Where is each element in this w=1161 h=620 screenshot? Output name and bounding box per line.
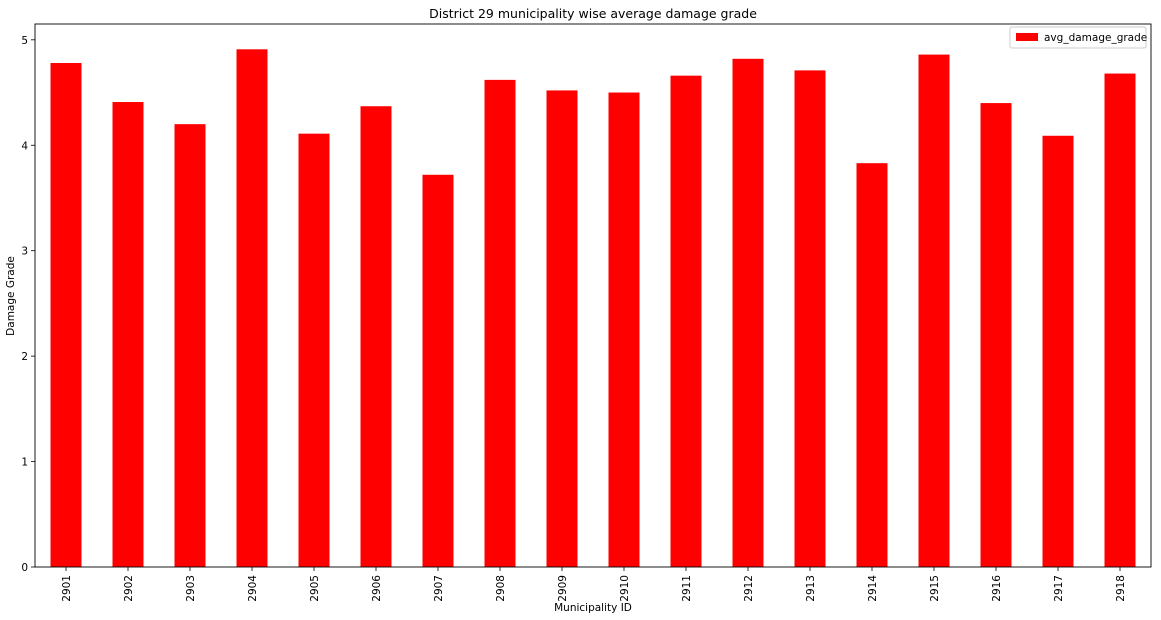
bar-2913 bbox=[794, 70, 826, 567]
bar-2909 bbox=[546, 90, 578, 568]
x-tick-label-2911: 2911 bbox=[681, 575, 693, 602]
bar-2904 bbox=[236, 49, 268, 567]
bar-2908 bbox=[484, 79, 516, 567]
x-tick-label-2915: 2915 bbox=[929, 575, 941, 602]
legend-label: avg_damage_grade bbox=[1044, 32, 1147, 44]
bar-2915 bbox=[918, 54, 950, 567]
x-tick-label-2909: 2909 bbox=[557, 575, 569, 602]
legend-frame bbox=[1009, 26, 1147, 49]
x-tick-label-2904: 2904 bbox=[247, 575, 259, 602]
bar-2912 bbox=[732, 58, 764, 567]
x-tick-label-2903: 2903 bbox=[185, 575, 197, 602]
y-tick-label-4: 4 bbox=[21, 140, 28, 152]
x-tick-label-2906: 2906 bbox=[371, 575, 383, 602]
bar-2901 bbox=[50, 63, 82, 567]
bar-2902 bbox=[112, 102, 144, 567]
bar-2918 bbox=[1104, 73, 1136, 568]
y-tick-label-1: 1 bbox=[21, 457, 28, 469]
x-tick-label-2902: 2902 bbox=[123, 575, 135, 602]
x-tick-label-2917: 2917 bbox=[1053, 575, 1065, 602]
legend-swatch bbox=[1016, 33, 1038, 41]
x-tick-label-2914: 2914 bbox=[867, 575, 879, 602]
bar-2917 bbox=[1042, 135, 1074, 567]
y-tick-label-3: 3 bbox=[21, 246, 28, 258]
y-tick-label-2: 2 bbox=[21, 351, 28, 363]
x-tick-label-2905: 2905 bbox=[309, 575, 321, 602]
x-tick-label-2901: 2901 bbox=[61, 575, 73, 602]
x-axis-title: Municipality ID bbox=[554, 602, 632, 614]
bar-2911 bbox=[670, 75, 702, 568]
bar-2905 bbox=[298, 133, 330, 568]
plot-frame bbox=[34, 23, 1152, 568]
x-axis: 2901 2902 2903 2904 2905 2906 2907 2908 2909 2910… bbox=[61, 567, 1127, 602]
bar-2906 bbox=[360, 106, 392, 567]
x-tick-label-2907: 2907 bbox=[433, 575, 445, 602]
y-axis: 0 1 2 3 4 5 bbox=[21, 35, 35, 574]
y-tick-label-5: 5 bbox=[21, 35, 28, 47]
x-tick-label-2910: 2910 bbox=[619, 575, 631, 602]
legend: avg_damage_grade bbox=[1009, 26, 1147, 49]
x-tick-label-2912: 2912 bbox=[743, 575, 755, 602]
x-tick-label-2908: 2908 bbox=[495, 575, 507, 602]
chart-title: District 29 municipality wise average da… bbox=[429, 6, 757, 21]
x-tick-label-2913: 2913 bbox=[805, 575, 817, 602]
bar-2907 bbox=[422, 174, 454, 567]
y-axis-title: Damage Grade bbox=[5, 256, 17, 336]
bar-2914 bbox=[856, 163, 888, 567]
bar-2903 bbox=[174, 124, 206, 568]
y-tick-label-0: 0 bbox=[21, 562, 28, 574]
x-tick-label-2918: 2918 bbox=[1115, 575, 1127, 602]
plot-area bbox=[50, 49, 1136, 568]
bar-2910 bbox=[608, 92, 640, 567]
bar-2916 bbox=[980, 103, 1012, 567]
x-tick-label-2916: 2916 bbox=[991, 575, 1003, 602]
